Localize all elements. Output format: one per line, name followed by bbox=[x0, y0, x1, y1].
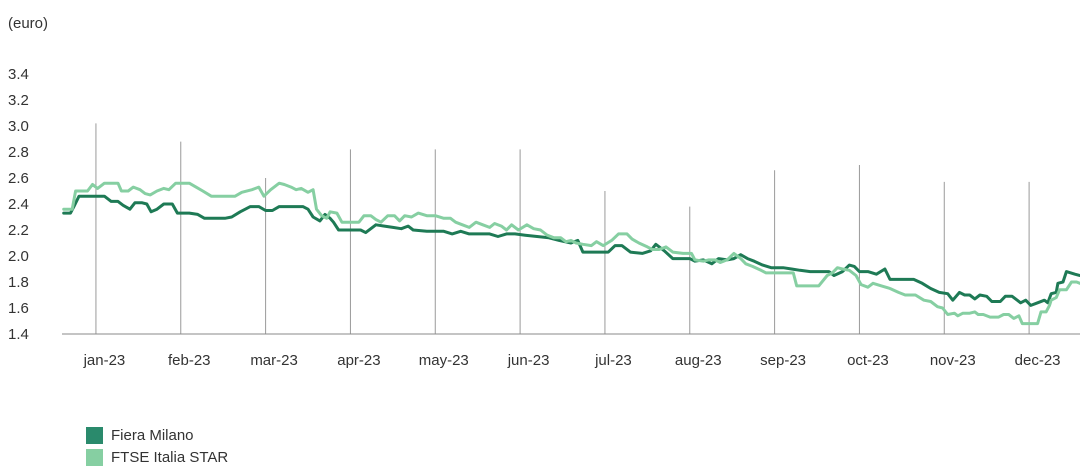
legend-swatch-ftse-italia-star bbox=[86, 448, 103, 466]
x-tick-label: may-23 bbox=[419, 352, 469, 369]
legend-label-fiera-milano: Fiera Milano bbox=[111, 426, 194, 444]
x-tick-label: jun-23 bbox=[507, 352, 550, 369]
y-axis-ticks: 1.4 1.6 1.8 2.0 2.2 2.4 2.6 2.8 3.0 3.2 3.4 bbox=[8, 66, 29, 343]
x-tick-label: mar-23 bbox=[250, 352, 298, 369]
y-tick-label: 2.2 bbox=[8, 222, 29, 239]
series-lines bbox=[62, 181, 1080, 326]
legend: Fiera Milano FTSE Italia STAR bbox=[86, 424, 228, 468]
y-tick-label: 1.6 bbox=[8, 300, 29, 317]
y-tick-label: 2.8 bbox=[8, 144, 29, 161]
x-tick-label: jul-23 bbox=[594, 352, 632, 369]
legend-item-ftse-italia-star: FTSE Italia STAR bbox=[86, 446, 228, 468]
x-tick-label: dec-23 bbox=[1015, 352, 1061, 369]
y-tick-label: 2.6 bbox=[8, 170, 29, 187]
x-tick-label: apr-23 bbox=[337, 352, 380, 369]
y-tick-label: 2.0 bbox=[8, 248, 29, 265]
legend-label-ftse-italia-star: FTSE Italia STAR bbox=[111, 448, 229, 466]
series-line-ftse-italia-star bbox=[62, 181, 1080, 326]
x-tick-label: jan-23 bbox=[83, 352, 126, 369]
series-line-fiera-milano bbox=[62, 194, 1080, 307]
y-tick-label: 2.4 bbox=[8, 196, 29, 213]
line-chart: (euro) 1.4 1.6 1.8 2.0 2.2 2.4 2.6 2.8 3.0 3.2 3.4… bbox=[8, 15, 1080, 369]
y-unit-label: (euro) bbox=[8, 15, 48, 32]
legend-item-fiera-milano: Fiera Milano bbox=[86, 424, 228, 446]
x-tick-label: nov-23 bbox=[930, 352, 976, 369]
y-tick-label: 3.4 bbox=[8, 66, 29, 83]
y-tick-label: 1.4 bbox=[8, 326, 29, 343]
vertical-gridlines bbox=[95, 123, 1030, 334]
x-tick-label: sep-23 bbox=[760, 352, 806, 369]
y-tick-label: 1.8 bbox=[8, 274, 29, 291]
x-tick-label: aug-23 bbox=[675, 352, 722, 369]
x-tick-label: feb-23 bbox=[168, 352, 211, 369]
legend-swatch-fiera-milano bbox=[86, 426, 103, 444]
y-tick-label: 3.2 bbox=[8, 92, 29, 109]
y-tick-label: 3.0 bbox=[8, 118, 29, 135]
x-axis-ticks: jan-23 feb-23 mar-23 apr-23 may-23 jun-23 jul-… bbox=[83, 352, 1061, 369]
x-tick-label: oct-23 bbox=[847, 352, 889, 369]
